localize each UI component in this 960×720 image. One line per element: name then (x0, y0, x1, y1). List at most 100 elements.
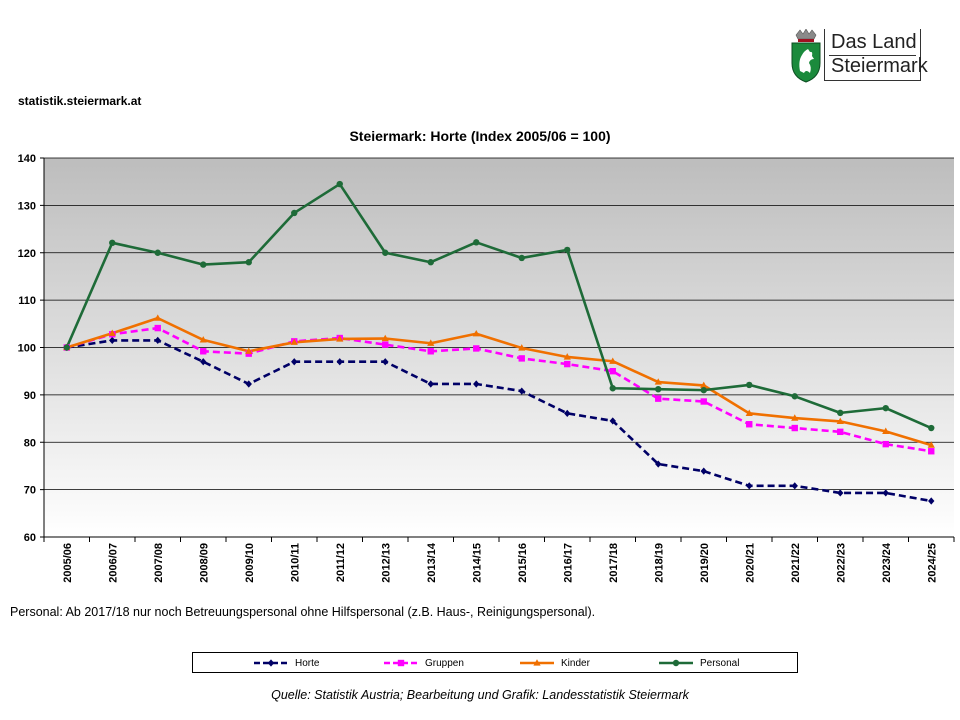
x-tick-label: 2008/09 (198, 543, 210, 583)
x-tick-label: 2016/17 (562, 543, 574, 583)
point-horte (700, 467, 707, 475)
point-kinder (563, 353, 571, 360)
point-gruppen (382, 341, 389, 348)
series-line-kinder (66, 316, 932, 447)
logo-separator (829, 55, 916, 56)
point-horte (518, 387, 525, 395)
chart-legend: Horte Gruppen Kinder Personal (192, 652, 798, 673)
point-kinder (199, 336, 207, 343)
legend-label-personal: Personal (700, 657, 740, 669)
point-gruppen (427, 348, 434, 355)
x-tick-label: 2017/18 (608, 543, 620, 583)
point-horte (109, 336, 116, 344)
x-tick-label: 2010/11 (289, 543, 301, 582)
series-line-personal (65, 182, 932, 430)
point-personal (382, 249, 389, 256)
x-tick-label: 2020/21 (744, 543, 756, 583)
x-tick-label: 2021/22 (790, 543, 802, 583)
legend-swatch-marker (267, 659, 275, 667)
point-personal (564, 246, 571, 254)
point-personal (245, 259, 252, 266)
point-horte (336, 358, 343, 366)
point-personal (63, 344, 70, 351)
x-tick-label: 2015/16 (517, 543, 529, 583)
site-url[interactable]: statistik.steiermark.at (18, 94, 142, 108)
source-note: Quelle: Statistik Austria; Bearbeitung u… (271, 688, 689, 702)
point-horte (837, 489, 844, 497)
legend-item-kinder: Kinder (519, 655, 590, 671)
land-steiermark-logo: Das Land Steiermark (790, 28, 928, 83)
point-kinder (154, 314, 162, 321)
point-horte (609, 417, 616, 425)
legend-item-gruppen: Gruppen (383, 655, 464, 671)
point-kinder (518, 344, 526, 351)
point-gruppen (700, 398, 707, 405)
point-personal (154, 249, 161, 256)
series-line-horte (66, 339, 932, 503)
point-horte (427, 380, 434, 388)
point-horte (245, 380, 252, 388)
x-tick-label: 2011/12 (335, 543, 347, 582)
point-kinder (336, 335, 344, 342)
point-horte (564, 409, 571, 417)
x-tick-label: 2006/07 (107, 543, 119, 583)
x-tick-label: 2024/25 (926, 543, 938, 583)
point-personal (882, 404, 889, 412)
point-horte (655, 460, 662, 468)
y-tick-label: 60 (24, 532, 36, 544)
footnote: Personal: Ab 2017/18 nur noch Betreuungs… (10, 605, 596, 619)
point-personal (518, 254, 525, 262)
x-tick-label: 2007/08 (153, 543, 165, 583)
legend-label-gruppen: Gruppen (425, 657, 464, 669)
point-kinder (290, 338, 298, 345)
line-chart: 60 70 80 90 100 110 120 130 140 2005/06 2006/07 200… (18, 153, 955, 583)
point-kinder (745, 409, 753, 416)
point-horte (291, 358, 298, 366)
point-horte (791, 482, 798, 490)
point-personal (746, 381, 753, 389)
legend-swatch-kinder (520, 659, 554, 666)
point-kinder (381, 334, 389, 342)
logo-line-1: Das Land (831, 31, 917, 53)
y-tick-label: 140 (18, 153, 36, 165)
x-tick-label: 2009/10 (244, 543, 256, 583)
legend-item-personal: Personal (658, 655, 739, 671)
point-gruppen (609, 367, 616, 375)
legend-swatch-horte (254, 659, 288, 667)
point-kinder (836, 417, 844, 425)
y-tick-label: 80 (24, 437, 36, 449)
x-tick-label: 2018/19 (653, 543, 665, 583)
point-kinder (654, 378, 662, 385)
point-gruppen (882, 440, 889, 448)
point-horte (928, 497, 935, 505)
point-gruppen (791, 424, 798, 432)
point-kinder (108, 329, 116, 336)
point-gruppen (746, 421, 753, 428)
point-gruppen (473, 345, 480, 352)
x-tick-label: 2012/13 (380, 543, 392, 583)
point-kinder (791, 414, 799, 421)
point-personal (700, 386, 707, 394)
series-line-gruppen (66, 326, 932, 453)
point-gruppen (837, 428, 844, 436)
point-personal (473, 239, 480, 246)
y-tick-label: 100 (18, 343, 36, 355)
y-tick-label: 110 (18, 295, 36, 307)
point-kinder (245, 347, 253, 354)
y-tick-label: 90 (24, 390, 36, 402)
x-tick-label: 2023/24 (881, 542, 893, 583)
point-kinder (427, 339, 435, 346)
point-gruppen (928, 448, 935, 455)
logo-wordmark: Das Land Steiermark (824, 29, 928, 81)
point-horte (382, 358, 389, 366)
point-horte (154, 336, 161, 344)
x-tick-label: 2005/06 (62, 543, 74, 583)
point-gruppen (518, 355, 525, 362)
point-horte (882, 489, 889, 497)
point-horte (473, 380, 480, 388)
legend-label-kinder: Kinder (561, 657, 590, 669)
point-personal (655, 385, 662, 393)
point-personal (336, 180, 343, 188)
point-kinder (609, 357, 617, 364)
y-tick-label: 130 (18, 200, 36, 212)
